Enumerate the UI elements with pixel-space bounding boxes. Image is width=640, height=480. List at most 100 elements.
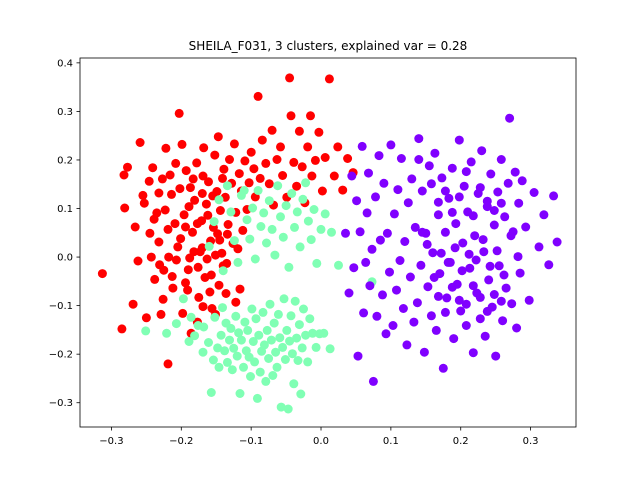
scatter-point <box>231 297 241 307</box>
scatter-point <box>206 388 216 397</box>
scatter-point <box>301 330 311 340</box>
scatter-point <box>436 248 446 258</box>
scatter-point <box>424 161 434 171</box>
scatter-point <box>210 312 220 322</box>
scatter-point <box>287 189 297 198</box>
scatter-point <box>188 227 197 237</box>
scatter-point <box>501 283 511 293</box>
scatter-point <box>484 275 494 285</box>
scatter-point <box>353 351 363 361</box>
scatter-point <box>385 267 394 277</box>
scatter-point <box>314 127 324 137</box>
scatter-point <box>168 283 178 293</box>
scatter-point <box>163 224 173 234</box>
scatter-point <box>438 363 448 373</box>
scatter-point <box>461 299 471 309</box>
scatter-point <box>184 337 194 346</box>
scatter-point <box>262 325 272 335</box>
points-layer <box>97 73 562 414</box>
scatter-point <box>398 304 408 313</box>
scatter-point <box>475 314 485 324</box>
scatter-point <box>496 296 506 306</box>
scatter-point <box>357 141 367 151</box>
scatter-point <box>529 188 539 197</box>
scatter-point <box>97 269 107 279</box>
scatter-point <box>276 402 286 412</box>
scatter-point <box>433 197 443 207</box>
scatter-point <box>198 347 208 357</box>
scatter-point <box>471 255 481 265</box>
scatter-point <box>466 157 476 167</box>
scatter-point <box>246 147 256 157</box>
scatter-point <box>310 155 320 165</box>
scatter-point <box>278 232 288 242</box>
scatter-point <box>371 192 380 202</box>
scatter-point <box>506 231 516 241</box>
scatter-point <box>164 252 174 262</box>
scatter-point <box>442 293 452 303</box>
scatter-point <box>190 195 200 205</box>
scatter-point <box>359 308 369 318</box>
scatter-point <box>199 322 209 332</box>
scatter-point <box>368 376 378 386</box>
scatter-point <box>273 309 283 319</box>
scatter-point <box>265 299 275 309</box>
scatter-point <box>269 318 279 328</box>
scatter-point <box>320 153 330 162</box>
scatter-point <box>285 336 295 346</box>
scatter-point <box>231 311 241 321</box>
scatter-point <box>388 321 398 330</box>
scatter-point <box>524 295 534 305</box>
scatter-point <box>298 194 308 204</box>
scatter-point <box>266 335 276 345</box>
scatter-point <box>422 239 432 249</box>
scatter-point <box>289 157 299 167</box>
scatter-point <box>482 196 492 206</box>
plot-frame <box>79 57 577 428</box>
scatter-point <box>203 210 213 220</box>
scatter-point <box>334 260 343 270</box>
scatter-point <box>271 347 281 357</box>
x-tick-label: 0.3 <box>523 436 539 447</box>
scatter-point <box>211 250 220 260</box>
scatter-point <box>171 158 181 168</box>
scatter-point <box>333 142 343 152</box>
scatter-point <box>135 138 145 147</box>
scatter-point <box>494 261 504 271</box>
scatter-point <box>283 404 293 414</box>
scatter-point <box>312 258 322 268</box>
scatter-point <box>284 262 294 272</box>
scatter-point <box>239 362 248 372</box>
scatter-point <box>412 298 422 308</box>
scatter-point <box>447 207 457 217</box>
scatter-point <box>295 242 305 252</box>
scatter-point <box>417 227 427 237</box>
scatter-point <box>513 252 523 262</box>
scatter-point <box>311 342 321 352</box>
scatter-point <box>403 198 413 208</box>
scatter-point <box>173 242 183 252</box>
scatter-point <box>378 290 387 300</box>
scatter-point <box>264 354 274 363</box>
scatter-point <box>343 154 353 163</box>
scatter-point <box>243 325 253 335</box>
scatter-point <box>250 357 260 367</box>
scatter-point <box>290 296 300 306</box>
scatter-point <box>316 224 326 234</box>
y-tick-label: 0.2 <box>57 155 73 166</box>
scatter-point <box>194 292 204 302</box>
scatter-point <box>459 181 469 191</box>
scatter-point <box>325 344 335 354</box>
scatter-point <box>275 333 285 343</box>
scatter-point <box>264 196 274 206</box>
scatter-point <box>202 254 212 264</box>
scatter-point <box>447 282 457 292</box>
scatter-point <box>454 295 464 305</box>
scatter-point <box>544 260 554 270</box>
scatter-point <box>257 135 267 145</box>
scatter-point <box>355 227 365 237</box>
scatter-point <box>517 176 527 186</box>
scatter-point <box>259 208 269 218</box>
scatter-point <box>223 220 233 229</box>
